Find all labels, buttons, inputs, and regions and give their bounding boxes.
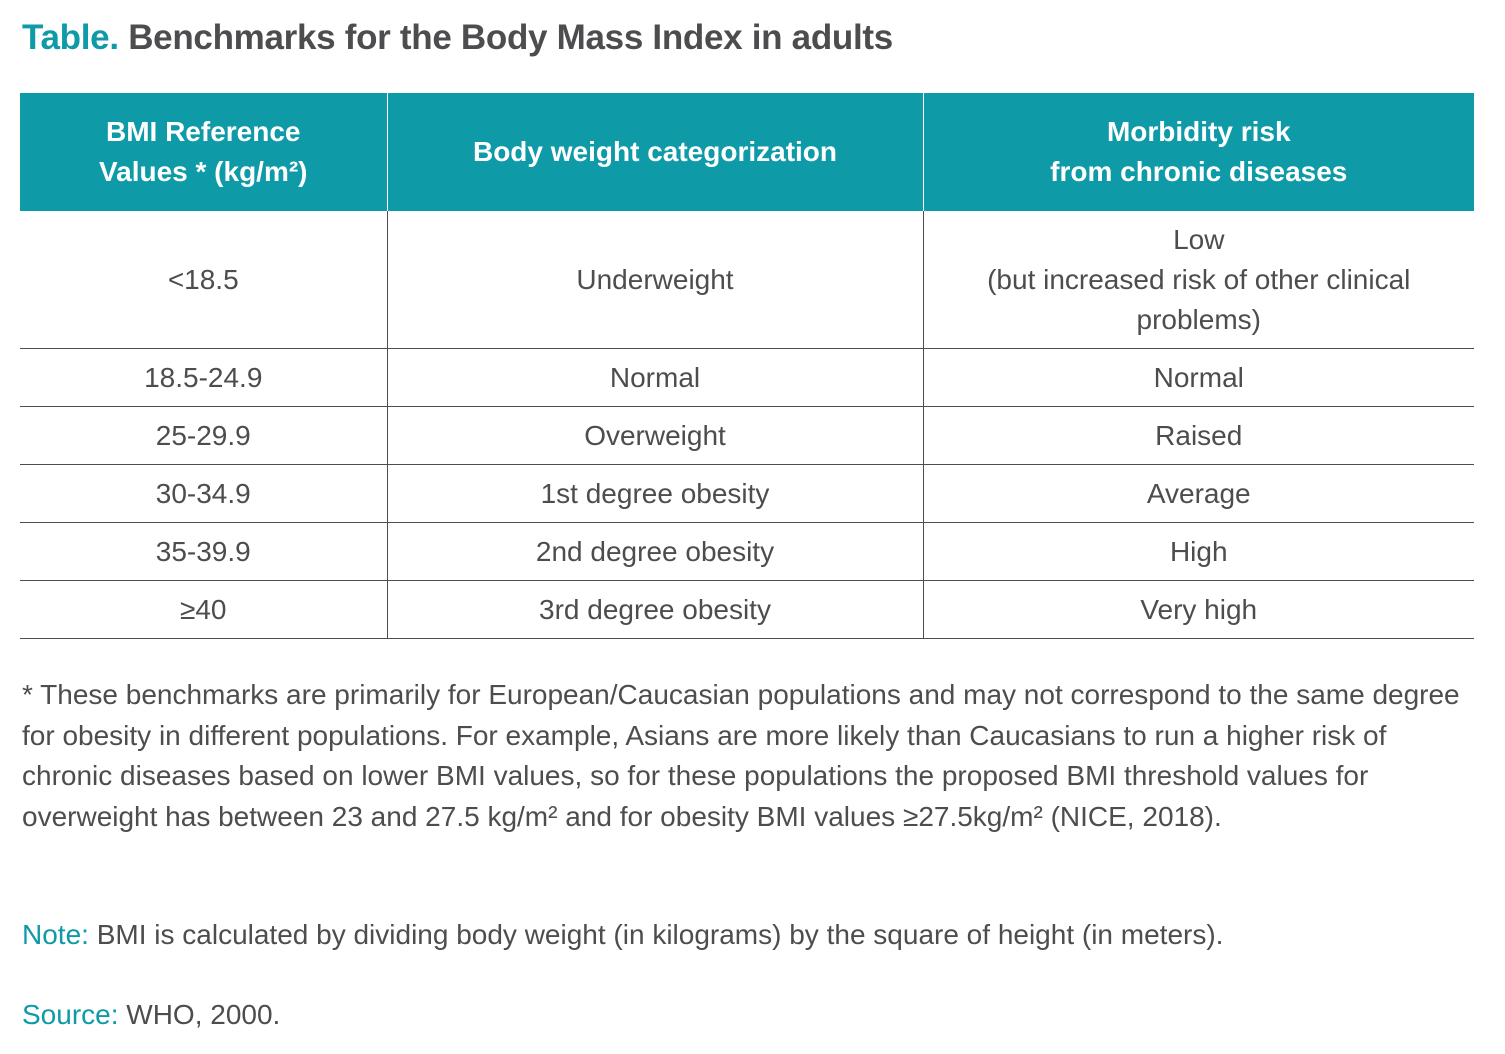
cell-risk: Average bbox=[922, 464, 1474, 523]
cell-category: Overweight bbox=[386, 406, 923, 465]
note-text: BMI is calculated by dividing body weigh… bbox=[88, 919, 1224, 950]
cell-category: Underweight bbox=[386, 211, 923, 349]
cell-bmi: 18.5-24.9 bbox=[20, 348, 387, 407]
source-text: WHO, 2000. bbox=[118, 999, 281, 1030]
cell-bmi: 30-34.9 bbox=[20, 464, 387, 523]
cell-bmi: 35-39.9 bbox=[20, 522, 387, 581]
source-label: Source: bbox=[22, 999, 119, 1030]
header-bmi-values: BMI Reference Values * (kg/m²) bbox=[20, 93, 387, 211]
header-line: BMI Reference bbox=[105, 116, 301, 147]
risk-line: (but increased risk of other clinical bbox=[987, 263, 1411, 295]
table-row: 18.5-24.9 Normal Normal bbox=[20, 348, 1474, 407]
title-prefix: Table. bbox=[22, 18, 119, 57]
note-label: Note: bbox=[22, 919, 89, 950]
cell-category: 3rd degree obesity bbox=[386, 580, 923, 639]
bmi-table: BMI Reference Values * (kg/m²) Body weig… bbox=[20, 93, 1474, 639]
cell-risk: Very high bbox=[922, 580, 1474, 639]
table-row: ≥40 3rd degree obesity Very high bbox=[20, 580, 1474, 639]
table-row: 25-29.9 Overweight Raised bbox=[20, 406, 1474, 465]
cell-category: 1st degree obesity bbox=[386, 464, 923, 523]
risk-line: problems) bbox=[1136, 303, 1261, 335]
cell-risk: Normal bbox=[922, 348, 1474, 407]
table-row: <18.5 Underweight Low (but increased ris… bbox=[20, 211, 1474, 349]
table-header-row: BMI Reference Values * (kg/m²) Body weig… bbox=[20, 93, 1474, 211]
cell-bmi: 25-29.9 bbox=[20, 406, 387, 465]
cell-risk: High bbox=[922, 522, 1474, 581]
cell-category: Normal bbox=[386, 348, 923, 407]
header-line: Body weight categorization bbox=[472, 136, 838, 167]
title-text: Benchmarks for the Body Mass Index in ad… bbox=[128, 18, 893, 57]
header-body-weight-category: Body weight categorization bbox=[386, 93, 923, 211]
cell-risk: Low (but increased risk of other clinica… bbox=[922, 211, 1474, 349]
cell-category: 2nd degree obesity bbox=[386, 522, 923, 581]
note: Note: BMI is calculated by dividing body… bbox=[22, 915, 1223, 955]
cell-risk: Raised bbox=[922, 406, 1474, 465]
header-line: Morbidity risk bbox=[1106, 116, 1291, 147]
cell-bmi: ≥40 bbox=[20, 580, 387, 639]
risk-line: Low bbox=[1173, 223, 1225, 255]
table-row: 30-34.9 1st degree obesity Average bbox=[20, 464, 1474, 523]
table-row: 35-39.9 2nd degree obesity High bbox=[20, 522, 1474, 581]
cell-bmi: <18.5 bbox=[20, 211, 387, 349]
source: Source: WHO, 2000. bbox=[22, 995, 280, 1035]
footnote: * These benchmarks are primarily for Eur… bbox=[22, 679, 1460, 832]
header-line: Values * (kg/m²) bbox=[98, 156, 308, 187]
header-line: from chronic diseases bbox=[1050, 156, 1348, 187]
page-title: Table. Benchmarks for the Body Mass Inde… bbox=[22, 18, 893, 58]
header-morbidity-risk: Morbidity risk from chronic diseases bbox=[922, 93, 1474, 211]
